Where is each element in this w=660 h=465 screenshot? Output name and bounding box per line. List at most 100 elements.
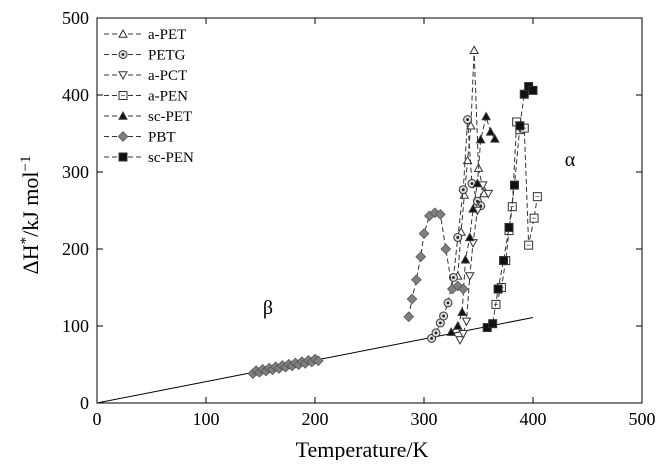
series-1-point-8	[463, 115, 473, 125]
series-2-point-3	[464, 272, 475, 281]
legend-item-2: a-PCT	[104, 68, 187, 84]
series-5-point-4-shape	[418, 228, 430, 239]
series-6-point-9	[528, 85, 538, 95]
series-5-point-3	[415, 251, 427, 263]
series-5-point-0	[403, 311, 415, 323]
series-2-point-1-shape	[458, 330, 469, 339]
series-6-point-4	[504, 222, 514, 232]
series-1-point-3-dot	[442, 314, 446, 318]
legend-marker-6	[118, 152, 128, 162]
legend-marker-2	[118, 71, 128, 81]
annotations: βα	[263, 149, 576, 319]
y-axis-label-sup: *	[18, 237, 34, 245]
legend-marker-4	[118, 110, 128, 120]
y-tick-label-1: 100	[62, 316, 89, 336]
series-layer	[247, 45, 542, 379]
legend-label-0: a-PET	[148, 27, 186, 43]
series-1-point-7-dot	[461, 188, 465, 192]
series-6-point-3	[499, 256, 509, 266]
legend-marker-2-shape	[118, 71, 128, 81]
beta-point-20-shape	[312, 355, 324, 367]
series-5-point-4	[418, 228, 430, 239]
series-5-point-11-shape	[457, 283, 469, 295]
series-1-point-0-dot	[430, 336, 434, 340]
legend-label-3: a-PEN	[148, 89, 188, 105]
y-tick-label-0: 0	[80, 393, 89, 413]
series-1-point-6	[453, 232, 463, 242]
series-2-point-0-shape	[455, 336, 465, 345]
series-4-point-4-shape	[464, 232, 475, 242]
legend-label-5: PBT	[148, 130, 176, 146]
series-4-point-9-shape	[485, 126, 496, 136]
series-4-point-1-shape	[452, 320, 463, 330]
series-3-point-9	[529, 213, 539, 223]
legend-marker-4-shape	[118, 110, 128, 120]
series-5-point-11	[457, 283, 469, 295]
y-axis-label-unit: /kJ mol	[18, 172, 43, 237]
legend-marker-3	[118, 91, 128, 100]
series-0-point-3	[462, 155, 473, 165]
legend-item-4: sc-PET	[104, 109, 192, 125]
series-4-point-3	[460, 254, 471, 264]
series-5-point-10	[452, 280, 464, 292]
legend-marker-0	[118, 28, 128, 38]
series-3-point-8	[524, 240, 534, 250]
series-6-point-3-shape	[499, 256, 509, 266]
series-5-point-0-shape	[403, 311, 415, 323]
series-3-point-10	[532, 192, 542, 202]
series-5-point-8-shape	[440, 243, 452, 255]
series-5-point-1-shape	[406, 293, 418, 305]
y-tick-label-2: 200	[62, 239, 89, 259]
legend-marker-5-shape	[117, 131, 129, 142]
series-4-point-5	[468, 203, 478, 213]
annotation-0: β	[263, 297, 273, 319]
legend-marker-1-dot	[121, 53, 125, 56]
series-4-point-7	[475, 134, 486, 144]
series-6-point-2-shape	[493, 284, 503, 294]
series-0-point-5-shape	[469, 45, 479, 55]
series-1-point-4	[443, 298, 453, 308]
series-pbt	[403, 207, 469, 323]
legend-marker-0-shape	[118, 28, 128, 38]
series-4-point-1	[452, 320, 463, 330]
series-4-point-10	[490, 133, 500, 143]
series-4-point-6	[472, 178, 483, 188]
series-4-point-8	[481, 111, 491, 121]
series-6-point-4-shape	[504, 222, 514, 232]
x-tick-label-4: 400	[520, 409, 547, 429]
x-tick-label-0: 0	[93, 409, 102, 429]
series-4-point-2-shape	[457, 307, 467, 316]
series-5-point-3-shape	[415, 251, 427, 263]
legend-item-3: a-PEN	[104, 89, 188, 105]
series-1-point-11-dot	[479, 204, 483, 208]
series-4-point-5-shape	[468, 203, 478, 213]
series-a-pen	[491, 117, 542, 309]
y-tick-label-3: 300	[62, 162, 89, 182]
series-5-point-6	[429, 207, 441, 219]
series-1-point-2-dot	[438, 321, 442, 325]
series-5-point-6-shape	[429, 207, 441, 219]
y-axis-label-main: ΔH	[18, 244, 43, 274]
series-1-point-10-dot	[476, 199, 479, 203]
series-2-point-7	[483, 189, 494, 199]
series-4-point-7-shape	[475, 134, 486, 144]
series-2-point-1	[458, 330, 469, 339]
axes: 0 100 200 300 400 500 0 100 200 300 400 500	[62, 8, 656, 429]
series-6-point-2	[493, 284, 503, 294]
series-4-point-0-shape	[446, 327, 457, 336]
series-2-point-0	[455, 336, 465, 345]
series-5-point-8	[440, 243, 452, 255]
series-0-point-4-shape	[466, 120, 476, 130]
x-tick-label-5: 500	[629, 409, 656, 429]
x-tick-label-3: 300	[411, 409, 438, 429]
series-4-point-8-shape	[481, 111, 491, 121]
y-axis-label: ΔH*/kJ mol−1	[18, 156, 43, 275]
legend-marker-1	[118, 50, 128, 59]
series-line-0	[457, 50, 485, 276]
series-line-1	[431, 119, 482, 339]
series-petg	[427, 115, 486, 343]
legend-marker-6-shape	[118, 152, 128, 162]
series-6-point-1-shape	[488, 319, 498, 329]
beta-point-20	[312, 355, 324, 367]
series-2-point-2	[461, 317, 472, 327]
